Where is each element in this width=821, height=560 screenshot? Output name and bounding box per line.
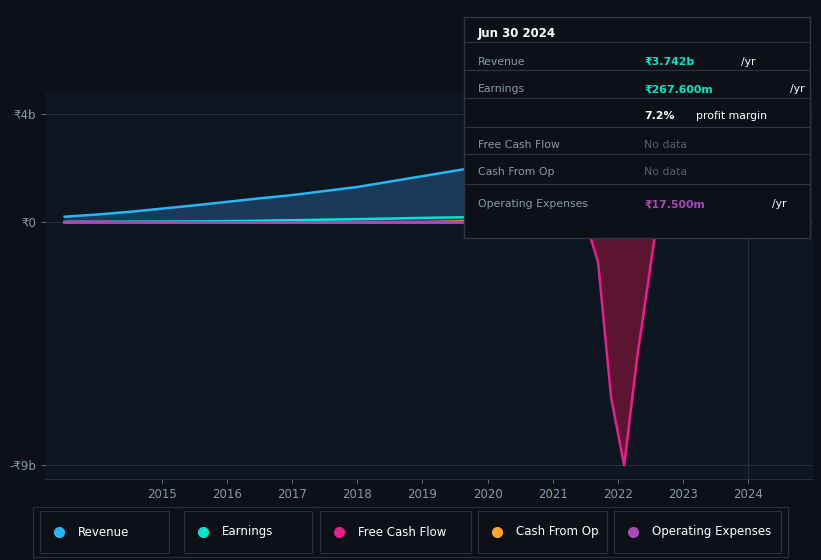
Text: Cash From Op: Cash From Op: [478, 167, 554, 177]
Text: Free Cash Flow: Free Cash Flow: [358, 525, 446, 539]
Text: Earnings: Earnings: [222, 525, 273, 539]
Text: Jun 30 2024: Jun 30 2024: [478, 27, 556, 40]
Text: /yr: /yr: [741, 57, 755, 67]
Text: Cash From Op: Cash From Op: [516, 525, 599, 539]
Text: Operating Expenses: Operating Expenses: [478, 199, 588, 209]
Text: No data: No data: [644, 167, 687, 177]
Text: 7.2%: 7.2%: [644, 111, 675, 121]
Text: ₹3.742b: ₹3.742b: [644, 57, 694, 67]
Text: ₹267.600m: ₹267.600m: [644, 84, 713, 94]
Text: Earnings: Earnings: [478, 84, 525, 94]
Text: Free Cash Flow: Free Cash Flow: [478, 139, 560, 150]
Text: /yr: /yr: [790, 84, 804, 94]
Text: Revenue: Revenue: [78, 525, 130, 539]
Text: ₹17.500m: ₹17.500m: [644, 199, 704, 209]
Text: No data: No data: [644, 139, 687, 150]
Text: profit margin: profit margin: [696, 111, 767, 121]
Text: /yr: /yr: [773, 199, 787, 209]
Text: Revenue: Revenue: [478, 57, 525, 67]
Text: Operating Expenses: Operating Expenses: [652, 525, 772, 539]
